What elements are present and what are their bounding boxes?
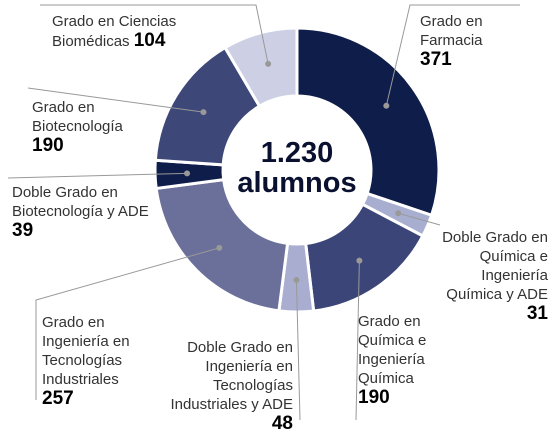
category-label: Doble Grado en Química e Ingeniería Quím… <box>442 229 548 303</box>
leader-line <box>355 260 360 421</box>
category-label: Grado en Química e Ingeniería Química <box>358 313 427 387</box>
value-label: 190 <box>358 387 390 408</box>
slice-label: Grado en Química e Ingeniería Química 190 <box>358 312 468 408</box>
slice <box>154 177 290 313</box>
value-label: 48 <box>271 413 293 431</box>
slice-label: Doble Grado en Ingeniería en Tecnologías… <box>168 338 293 431</box>
slice-label: Grado en Biotecnología 190 <box>32 98 152 156</box>
slice <box>223 26 299 109</box>
leader-line <box>40 4 269 64</box>
slice-label: Grado en Farmacia 371 <box>420 12 530 70</box>
leader-line <box>27 87 204 113</box>
leader-dot <box>216 244 223 251</box>
category-label: Grado en Biotecnología <box>32 99 123 135</box>
value-label: 257 <box>42 388 74 409</box>
category-label: Doble Grado en Ingeniería en Tecnologías… <box>170 339 293 413</box>
center-text: 1.230 alumnos <box>237 137 357 199</box>
category-label: Grado en Ingeniería en Tecnologías Indus… <box>42 314 130 388</box>
leader-dot <box>200 109 207 116</box>
value-label: 190 <box>32 135 64 156</box>
value-label: 104 <box>133 30 166 51</box>
leader-dot <box>265 60 272 67</box>
slice-label: Grado en Ingeniería en Tecnologías Indus… <box>42 313 162 409</box>
category-label: Grado en Farmacia <box>420 13 483 49</box>
leader-dot <box>395 210 402 217</box>
leader-line <box>385 4 520 106</box>
slice-label: Doble Grado en Química e Ingeniería Quím… <box>430 228 548 324</box>
slice-label: Grado en Ciencias Biomédicas 104 <box>52 12 212 51</box>
leader-dot <box>356 257 363 264</box>
leader-dot <box>383 102 390 109</box>
slice-label: Doble Grado en Biotecnología y ADE 39 <box>12 183 152 241</box>
value-label: 31 <box>526 303 548 324</box>
leader-dot <box>293 276 300 283</box>
value-label: 371 <box>420 49 452 70</box>
leader-line <box>7 172 188 179</box>
value-label: 39 <box>12 220 34 241</box>
category-label: Doble Grado en Biotecnología y ADE <box>12 184 149 220</box>
leader-dot <box>184 170 191 177</box>
leader-line <box>295 279 301 421</box>
slice <box>295 26 441 218</box>
category-label: Grado en Ciencias Biomédicas <box>52 13 177 50</box>
leader-line <box>398 212 441 226</box>
leader-line <box>35 247 220 400</box>
